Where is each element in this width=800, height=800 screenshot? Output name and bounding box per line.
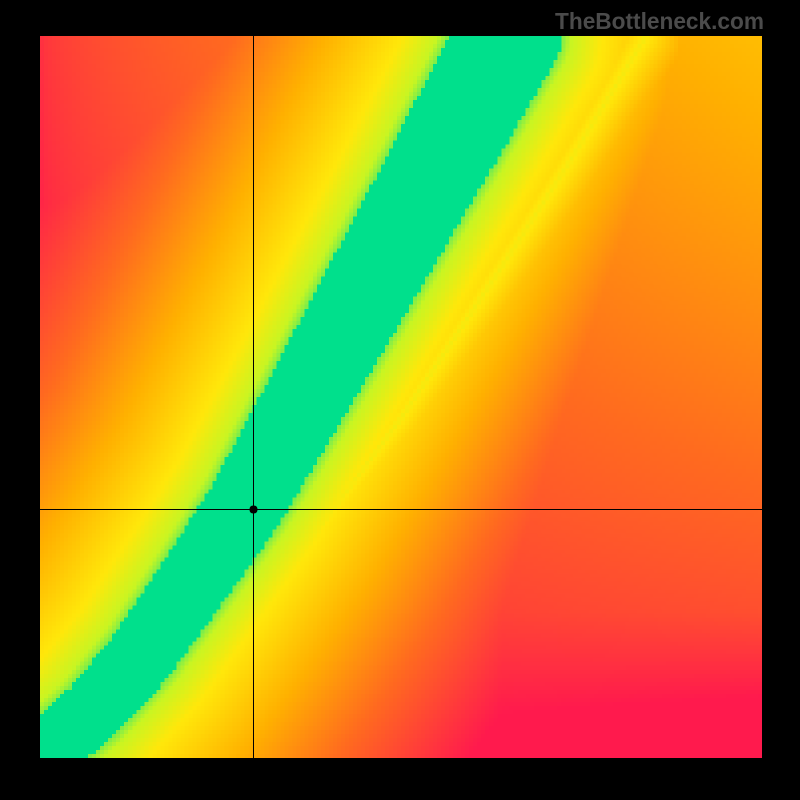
watermark-text: TheBottleneck.com: [555, 8, 764, 35]
crosshair-overlay: [40, 36, 762, 758]
chart-container: { "canvas": { "width_px": 800, "height_p…: [0, 0, 800, 800]
